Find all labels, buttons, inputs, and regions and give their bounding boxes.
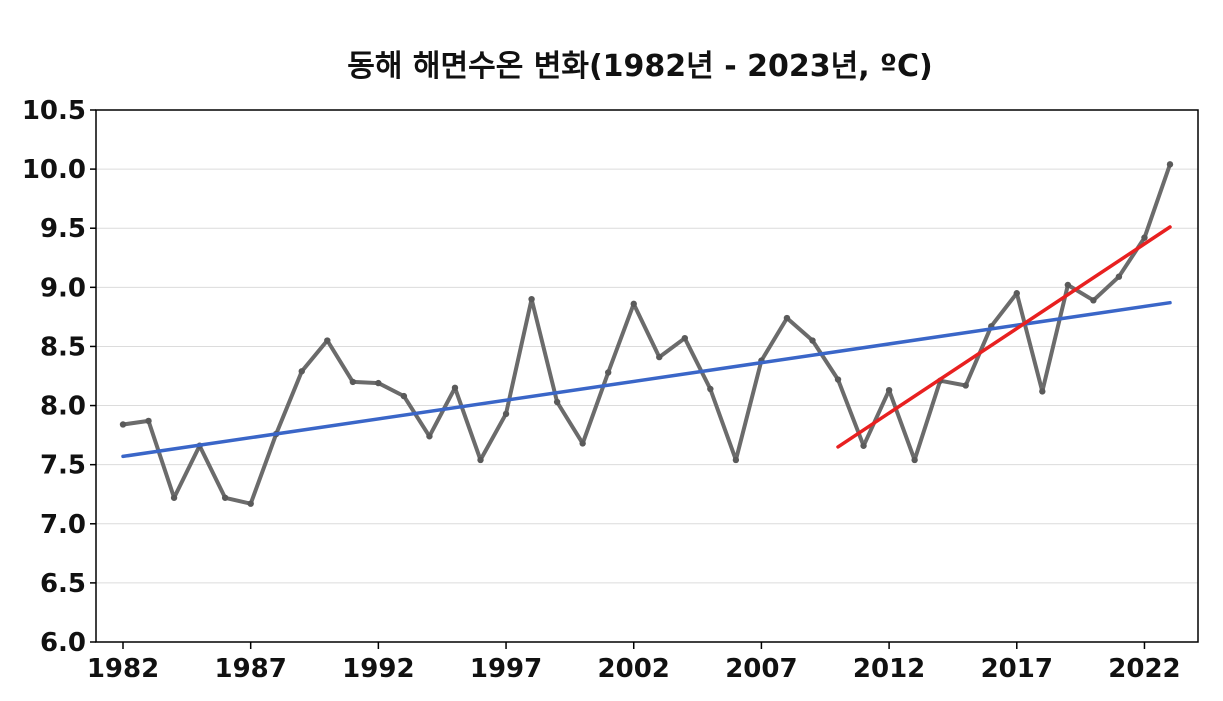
data-point — [145, 417, 152, 425]
y-tick-label: 7.0 — [40, 510, 86, 540]
x-tick-label: 2022 — [1108, 654, 1180, 684]
data-point — [1039, 388, 1046, 395]
y-tick-label: 9.0 — [40, 273, 86, 303]
data-point — [324, 337, 331, 344]
temperature-series-line — [121, 162, 1172, 506]
data-point — [400, 392, 408, 400]
y-tick-label: 6.0 — [40, 628, 86, 658]
axis-layer: 6.0 6.5 7.0 7.5 8.0 8.5 9.0 9.5 10.0 10.5 1982 1987… — [22, 96, 1181, 684]
data-point — [451, 384, 459, 392]
y-tick-label: 10.0 — [22, 155, 86, 185]
y-tick-label: 7.5 — [40, 451, 86, 481]
x-tick-label: 1982 — [87, 654, 159, 684]
data-point — [1013, 290, 1020, 297]
data-point — [349, 378, 357, 386]
x-tick-label: 1987 — [214, 654, 286, 684]
y-tick-label: 6.5 — [40, 569, 86, 599]
plot-frame — [95, 109, 1199, 643]
data-point — [477, 456, 484, 464]
x-tick-label: 2012 — [853, 654, 925, 684]
series-layer — [119, 161, 1174, 507]
data-point — [962, 382, 969, 389]
data-point — [834, 376, 842, 383]
x-tick-label: 1997 — [470, 654, 542, 684]
data-point — [528, 295, 535, 303]
data-point — [681, 334, 689, 342]
data-point — [170, 494, 178, 501]
data-point — [732, 456, 740, 464]
data-point — [604, 369, 612, 376]
data-point — [656, 353, 663, 361]
data-point — [502, 410, 510, 418]
recent-trend-line — [836, 225, 1172, 449]
data-point — [911, 456, 918, 464]
x-tick-label: 2017 — [981, 654, 1053, 684]
data-point — [885, 386, 893, 394]
gridlines — [96, 168, 1198, 584]
data-point — [707, 385, 714, 393]
data-point — [247, 500, 254, 507]
y-tick-label: 8.5 — [40, 332, 86, 362]
x-tick-label: 2007 — [725, 654, 797, 684]
y-tick-label: 8.0 — [40, 392, 86, 422]
data-point — [1064, 281, 1072, 289]
y-tick-label: 10.5 — [22, 96, 86, 126]
data-point — [1090, 297, 1097, 304]
data-point — [783, 314, 791, 322]
data-point — [809, 337, 816, 344]
data-point — [579, 440, 586, 447]
data-point — [221, 494, 229, 501]
y-tick-label: 9.5 — [40, 214, 86, 244]
data-point — [860, 442, 867, 449]
data-point — [375, 379, 382, 387]
x-tick-label: 1992 — [342, 654, 414, 684]
data-point — [1141, 234, 1148, 241]
data-point — [1166, 161, 1174, 168]
data-point — [426, 433, 433, 440]
data-point — [119, 421, 127, 428]
x-tick-label: 2002 — [598, 654, 670, 684]
data-point — [298, 368, 305, 375]
chart-title: 동해 해면수온 변화(1982년 - 2023년, ºC) — [347, 49, 932, 84]
data-point — [630, 300, 637, 308]
long-term-trend-line — [121, 300, 1172, 459]
data-point — [553, 398, 561, 406]
data-point — [1115, 273, 1123, 280]
